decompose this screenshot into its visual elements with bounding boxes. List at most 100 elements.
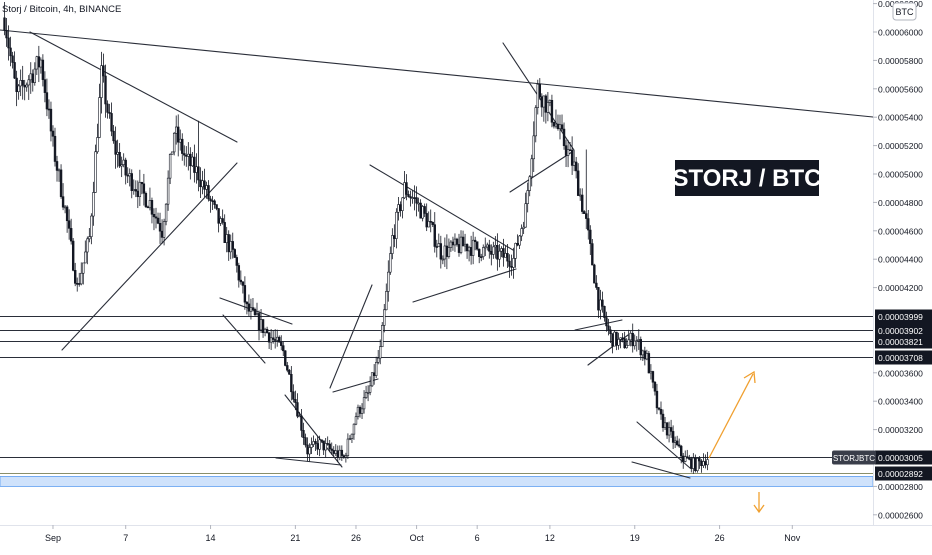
candle-body xyxy=(671,431,675,443)
candle-body xyxy=(215,204,218,209)
time-tick-label: 19 xyxy=(630,533,640,543)
candle xyxy=(425,203,428,232)
candle-body xyxy=(548,99,552,103)
candle-body xyxy=(690,458,693,469)
watermark-label-text: STORJ / BTC xyxy=(673,165,822,192)
current-price-label: 0.00003005 xyxy=(878,453,923,463)
candle-body xyxy=(203,180,206,190)
candle-body xyxy=(67,220,71,229)
candle-body xyxy=(253,309,257,316)
candle-body xyxy=(496,244,499,260)
price-tick-label: 0.00002800 xyxy=(878,482,923,492)
candle-body xyxy=(286,365,289,371)
candle-body xyxy=(550,99,554,123)
candle xyxy=(233,248,236,259)
candle xyxy=(574,156,578,179)
candle xyxy=(261,319,265,338)
candle-body xyxy=(231,241,234,250)
candle xyxy=(223,214,226,243)
candle-body xyxy=(665,422,669,436)
candle-body xyxy=(43,79,47,93)
candle xyxy=(302,422,305,445)
candle-body xyxy=(86,238,89,253)
candle-body xyxy=(570,149,574,166)
candle xyxy=(603,305,606,322)
level-price-tag xyxy=(875,350,932,365)
candle-body xyxy=(94,151,97,193)
level-price-label: 0.00002892 xyxy=(878,469,923,479)
candle-body xyxy=(540,96,544,108)
candle-body xyxy=(488,244,491,252)
candle-body xyxy=(413,197,416,199)
candle-body xyxy=(100,65,103,98)
candle xyxy=(653,380,657,396)
candle-body xyxy=(132,189,135,191)
candle xyxy=(86,236,89,265)
candle xyxy=(492,241,495,259)
candle-body xyxy=(92,192,95,217)
candle-body xyxy=(124,159,127,176)
candle-body xyxy=(41,59,45,80)
candle-body xyxy=(536,83,539,108)
candle xyxy=(350,433,354,443)
candle-body xyxy=(475,241,479,250)
candle xyxy=(51,125,55,147)
candle-body xyxy=(409,196,412,199)
candle xyxy=(197,120,200,192)
candle-body xyxy=(261,319,265,333)
projection-arrow-up xyxy=(708,370,756,459)
time-tick-label: 12 xyxy=(545,533,555,543)
candle-body xyxy=(534,107,537,137)
level-price-label: 0.00003821 xyxy=(878,337,923,347)
candle-body xyxy=(59,169,63,197)
candle xyxy=(282,341,285,357)
candle-body xyxy=(581,194,584,212)
candle-body xyxy=(356,406,360,418)
candle-body xyxy=(205,185,208,190)
candle-body xyxy=(449,241,453,248)
trendline xyxy=(587,334,629,366)
arrow-head xyxy=(743,370,756,384)
candle-body xyxy=(193,156,196,173)
candle-body xyxy=(477,248,481,257)
candle xyxy=(387,260,390,302)
trendline xyxy=(284,394,343,468)
candle-body xyxy=(627,339,630,346)
candle-body xyxy=(170,151,174,155)
candle xyxy=(209,195,212,213)
candle-body xyxy=(441,258,445,261)
candle-body xyxy=(130,173,133,191)
candle-body xyxy=(621,337,624,340)
currency-badge[interactable]: BTC xyxy=(892,2,917,21)
candle-body xyxy=(334,450,337,454)
candle-body xyxy=(21,80,24,86)
candle-body xyxy=(698,458,701,462)
candle-body xyxy=(195,166,198,173)
candle-body xyxy=(510,266,513,268)
trendline xyxy=(631,461,691,479)
time-axis[interactable]: Sep 7 14 21 26 Oct 6 12 19 26 Nov xyxy=(45,525,801,543)
candle-body xyxy=(227,234,230,253)
candle-body xyxy=(84,251,87,264)
candle-body xyxy=(595,282,598,288)
price-tick-label: 0.00005200 xyxy=(878,141,923,151)
candle xyxy=(348,435,352,441)
candle-body xyxy=(362,397,366,410)
candle xyxy=(53,127,57,167)
candle-body xyxy=(39,59,43,68)
candle xyxy=(677,438,681,448)
candle xyxy=(570,136,574,175)
candle-body xyxy=(136,190,140,198)
candle-body xyxy=(692,457,695,469)
candle xyxy=(114,126,117,169)
candle-body xyxy=(530,158,533,178)
candle-body xyxy=(82,262,85,274)
candle-body xyxy=(114,140,117,155)
candle-body xyxy=(233,249,236,258)
candle xyxy=(284,350,287,367)
candle xyxy=(431,221,434,227)
candle xyxy=(362,390,366,414)
candle-body xyxy=(439,243,443,260)
